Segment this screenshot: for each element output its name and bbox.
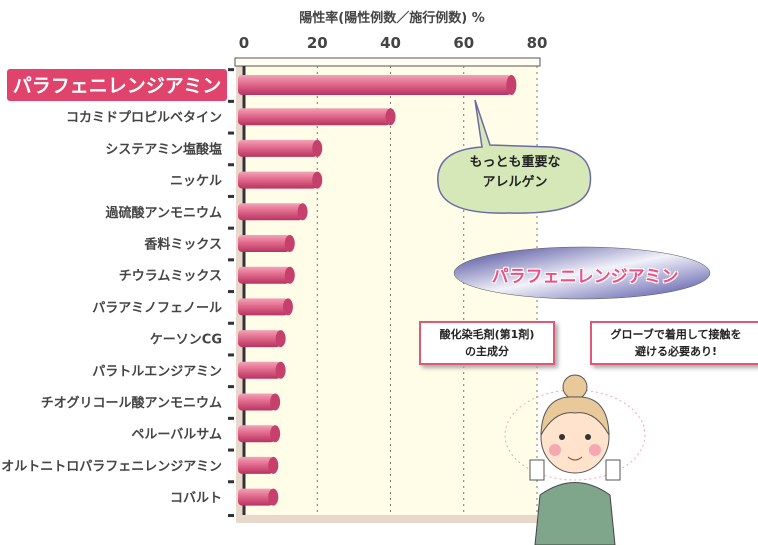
y-tick bbox=[228, 290, 234, 294]
category-label: 香料ミックス bbox=[143, 237, 222, 253]
category-label: ニッケル bbox=[170, 174, 222, 189]
speech-bubble-shape bbox=[437, 99, 592, 214]
y-tick bbox=[228, 99, 234, 103]
x-tick-label: 0 bbox=[239, 34, 249, 52]
category-label: チオグリコール酸アンモニウム bbox=[41, 395, 222, 411]
bar-end-cap bbox=[284, 266, 295, 284]
category-label: コカミドプロピルベタイン bbox=[66, 111, 222, 126]
bar bbox=[238, 298, 288, 316]
category-label: パラフェニレンジアミン bbox=[13, 75, 222, 97]
bar bbox=[238, 171, 318, 189]
y-tick bbox=[228, 480, 234, 484]
bar-end-cap bbox=[275, 361, 286, 379]
y-tick bbox=[228, 226, 234, 230]
category-label: パラトルエンジアミン bbox=[92, 364, 222, 379]
note1-line-2: の主成分 bbox=[465, 345, 509, 358]
category-label: 過硫酸アンモニウム bbox=[105, 205, 222, 221]
bar bbox=[238, 361, 281, 379]
y-tick bbox=[228, 321, 234, 325]
note2-line-1: グローブで着用して接触を bbox=[610, 328, 742, 341]
bar-end-cap bbox=[270, 425, 281, 443]
highlight-label-bg bbox=[7, 69, 227, 101]
note2-line-2: 避ける必要あり! bbox=[634, 345, 718, 358]
category-label: コバルト bbox=[170, 491, 222, 506]
y-tick bbox=[228, 194, 234, 198]
y-tick bbox=[228, 416, 234, 420]
bar-end-cap bbox=[312, 171, 323, 189]
bar-end-cap bbox=[506, 75, 517, 95]
y-tick bbox=[228, 385, 234, 389]
bar bbox=[238, 425, 276, 443]
bubble-line-1: もっとも重要な bbox=[469, 155, 561, 170]
y-tick bbox=[228, 68, 234, 72]
bar-end-cap bbox=[268, 456, 279, 474]
bar bbox=[238, 139, 318, 157]
bar-end-cap bbox=[282, 298, 293, 316]
category-label: チウラムミックス bbox=[119, 269, 222, 284]
bar-end-cap bbox=[312, 139, 323, 157]
x-tick-label: 80 bbox=[527, 34, 548, 52]
bar bbox=[238, 393, 276, 411]
bar-end-cap bbox=[268, 488, 279, 506]
bar bbox=[238, 266, 290, 284]
bar-end-cap bbox=[275, 330, 286, 348]
bubble-line-2: アレルゲン bbox=[482, 175, 548, 190]
bar bbox=[238, 203, 303, 221]
y-tick bbox=[228, 131, 234, 135]
y-tick bbox=[228, 448, 234, 452]
y-tick bbox=[228, 163, 234, 167]
plot-top-edge bbox=[234, 57, 541, 67]
banner-text: パラフェニレンジアミン bbox=[491, 267, 679, 287]
category-label: ケーソンCG bbox=[150, 333, 222, 348]
category-label: パラアミノフェノール bbox=[92, 301, 222, 316]
woman-illustration bbox=[504, 374, 646, 545]
bar bbox=[238, 108, 391, 126]
bar-end-cap bbox=[385, 108, 396, 126]
bubble-text: もっとも重要な アレルゲン bbox=[440, 153, 590, 193]
bar bbox=[238, 456, 274, 474]
x-tick-label: 20 bbox=[307, 34, 328, 52]
note-hair-dye: 酸化染毛剤(第1剤) の主成分 bbox=[419, 321, 555, 365]
category-label: ペルーバルサム bbox=[131, 428, 222, 443]
category-label: システアミン塩酸塩 bbox=[105, 141, 222, 157]
bar bbox=[238, 330, 281, 348]
bar bbox=[238, 235, 290, 252]
bar-end-cap bbox=[297, 203, 308, 221]
y-tick bbox=[228, 353, 234, 357]
x-tick-label: 40 bbox=[380, 34, 401, 52]
bar-end-cap bbox=[270, 393, 281, 411]
bar-end-cap bbox=[284, 235, 295, 252]
x-tick-label: 60 bbox=[453, 34, 474, 52]
y-tick bbox=[228, 514, 234, 517]
y-tick bbox=[228, 258, 234, 262]
note-gloves: グローブで着用して接触を 避ける必要あり! bbox=[590, 321, 758, 365]
bar bbox=[238, 75, 512, 95]
bar bbox=[238, 488, 274, 506]
note1-line-1: 酸化染毛剤(第1剤) bbox=[439, 328, 535, 341]
plot-floor bbox=[236, 515, 537, 523]
banner-ellipse bbox=[453, 246, 711, 300]
category-label: オルトニトロパラフェニレンジアミン bbox=[1, 459, 222, 474]
chart-title: 陽性率(陽性例数／施行例数) % bbox=[299, 10, 484, 26]
